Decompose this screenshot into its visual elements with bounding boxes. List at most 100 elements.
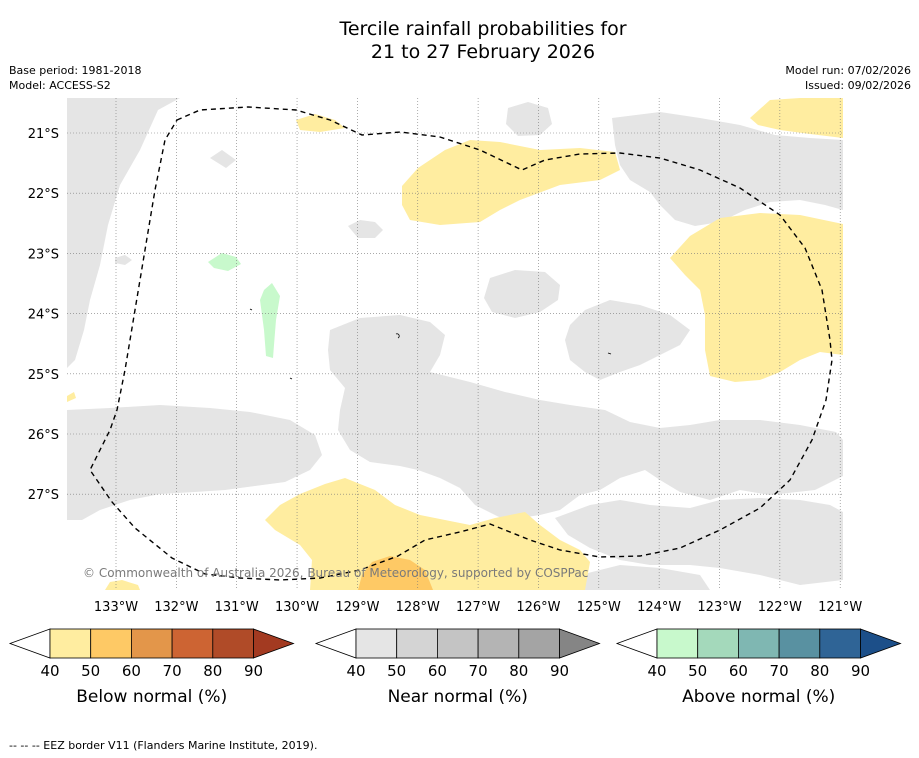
above-normal-regions [208, 253, 280, 358]
legend-title: Above normal (%) [682, 687, 835, 707]
longitude-label: 121°W [818, 600, 862, 615]
legend-low-arrow [314, 628, 357, 659]
base-period-text: Base period: 1981-2018 [9, 64, 142, 77]
latitude-label: 24°S [28, 308, 59, 323]
chart-title: Tercile rainfall probabilities for 21 to… [0, 18, 919, 64]
above-normal-region [208, 253, 241, 271]
below-normal-region [265, 478, 590, 590]
legend-tick: 50 [387, 662, 406, 680]
below-normal-region [402, 140, 620, 225]
near-normal-region [328, 315, 843, 520]
legend-tick: 60 [428, 662, 447, 680]
legend-swatch [212, 628, 254, 659]
latitude-label: 27°S [28, 488, 59, 503]
title-line-1: Tercile rainfall probabilities for [339, 18, 627, 40]
legend-above: 40 50 60 70 80 90 Above normal (%) [615, 628, 902, 707]
latitude-label: 23°S [28, 247, 59, 262]
legend-tick: 50 [81, 662, 100, 680]
legend-near: 40 50 60 70 80 90 Near normal (%) [314, 628, 601, 707]
near-normal-region [580, 565, 710, 590]
title-line-2: 21 to 27 February 2026 [370, 41, 596, 63]
legend-below: 40 50 60 70 80 90 Below normal (%) [8, 628, 295, 707]
legend-tick: 40 [346, 662, 365, 680]
legend-tick: 90 [851, 662, 870, 680]
longitude-label: 125°W [577, 600, 621, 615]
legend-tick: 90 [244, 662, 263, 680]
legend-tick: 80 [203, 662, 222, 680]
longitude-label: 133°W [94, 600, 138, 615]
longitude-label: 124°W [637, 600, 681, 615]
eez-border [89, 106, 833, 581]
issued-text: Issued: 09/02/2026 [804, 79, 911, 92]
contour-speck [395, 333, 400, 339]
latitude-label: 22°S [28, 187, 59, 202]
longitude-label: 126°W [516, 600, 560, 615]
gridlines [67, 98, 843, 590]
latitude-label: 25°S [28, 368, 59, 383]
below-normal-50-region [358, 556, 433, 590]
longitude-label: 129°W [335, 600, 379, 615]
legend-swatch [171, 628, 214, 659]
legend-tick: 40 [40, 662, 59, 680]
near-normal-region [348, 220, 383, 238]
contour-speck [289, 377, 293, 380]
longitude-label: 130°W [275, 600, 319, 615]
legend-swatch [49, 628, 92, 659]
legend-tick: 60 [729, 662, 748, 680]
legend-title: Near normal (%) [388, 687, 528, 707]
below-normal-region [296, 114, 345, 132]
legend-tick: 60 [122, 662, 141, 680]
near-normal-region [67, 98, 180, 368]
legend-tick: 70 [163, 662, 182, 680]
latitude-labels: 21°S 22°S 23°S 24°S 25°S 26°S 27°S [28, 127, 59, 503]
legend-low-arrow [615, 628, 658, 659]
longitude-label: 122°W [758, 600, 802, 615]
near-normal-region [484, 270, 560, 318]
legend-high-arrow [559, 628, 601, 659]
near-normal-region [612, 112, 843, 226]
legend-swatch [355, 628, 398, 659]
legend-title: Below normal (%) [76, 687, 227, 707]
legend-swatch [778, 628, 821, 659]
near-normal-region [555, 498, 843, 585]
contour-speck [249, 308, 253, 311]
longitude-label: 127°W [456, 600, 500, 615]
contour-specks [249, 308, 612, 380]
below-normal-region [750, 98, 843, 138]
copyright-text: © Commonwealth of Australia 2026, Bureau… [83, 566, 588, 580]
legend-swatch [90, 628, 132, 659]
legend-swatch [518, 628, 560, 659]
near-normal-region [115, 255, 132, 265]
latitude-label: 26°S [28, 428, 59, 443]
contour-speck [607, 352, 612, 355]
below-normal-region [105, 580, 140, 590]
legend-swatch [477, 628, 520, 659]
near-normal-region [565, 300, 690, 380]
legend-tick: 80 [810, 662, 829, 680]
footer-note: -- -- -- EEZ border V11 (Flanders Marine… [9, 739, 318, 752]
longitude-label: 131°W [215, 600, 259, 615]
legend-low-arrow [8, 628, 51, 659]
legend-swatch [819, 628, 861, 659]
legend-tick: 70 [770, 662, 789, 680]
longitude-label: 123°W [697, 600, 741, 615]
model-text: Model: ACCESS-S2 [9, 79, 111, 92]
near-normal-region [506, 102, 552, 136]
model-run-text: Model run: 07/02/2026 [785, 64, 911, 77]
legend-tick: 40 [647, 662, 666, 680]
above-normal-region [260, 283, 280, 358]
legend-tick: 70 [469, 662, 488, 680]
legend-swatch [436, 628, 479, 659]
legend-swatch [656, 628, 699, 659]
run-info: Model run: 07/02/2026 Issued: 09/02/2026 [785, 63, 911, 93]
legend-tick: 90 [550, 662, 569, 680]
legend-swatch [738, 628, 780, 659]
legends: 40 50 60 70 80 90 Below normal (%) 40 50 60 70 80 90… [8, 628, 902, 707]
legend-tick: 80 [509, 662, 528, 680]
below-normal-region [670, 213, 843, 382]
latitude-label: 21°S [28, 127, 59, 142]
below-normal-region [67, 392, 76, 402]
legend-swatch [130, 628, 173, 659]
near-normal-region [210, 150, 236, 168]
